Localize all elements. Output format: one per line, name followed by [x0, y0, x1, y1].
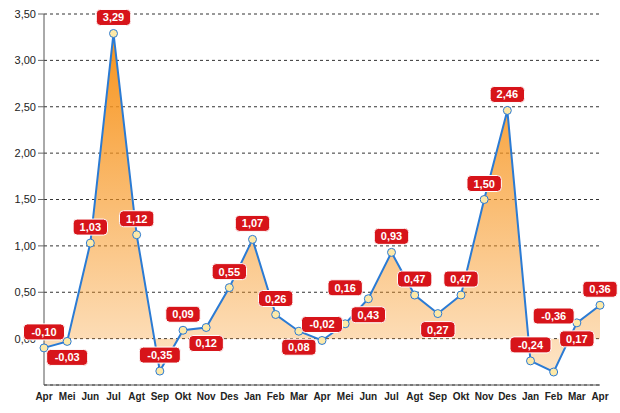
svg-text:0,08: 0,08	[288, 341, 309, 353]
svg-text:Mei: Mei	[337, 391, 354, 402]
svg-text:Agt: Agt	[406, 391, 423, 402]
svg-text:Okt: Okt	[175, 391, 192, 402]
svg-text:Apr: Apr	[591, 391, 608, 402]
svg-text:Nov: Nov	[475, 391, 494, 402]
svg-text:-0,10: -0,10	[31, 326, 56, 338]
svg-text:Mar: Mar	[568, 391, 586, 402]
svg-text:0,47: 0,47	[404, 273, 425, 285]
svg-text:1,50: 1,50	[473, 178, 494, 190]
svg-text:Nov: Nov	[197, 391, 216, 402]
svg-text:1,50: 1,50	[15, 193, 36, 205]
svg-text:-0,02: -0,02	[309, 318, 334, 330]
svg-text:3,50: 3,50	[15, 8, 36, 20]
svg-text:Sep: Sep	[151, 391, 169, 402]
svg-text:Des: Des	[498, 391, 517, 402]
svg-text:0,47: 0,47	[450, 273, 471, 285]
svg-text:Jan: Jan	[522, 391, 539, 402]
svg-text:Jun: Jun	[81, 391, 99, 402]
svg-text:Feb: Feb	[545, 391, 563, 402]
svg-text:0,93: 0,93	[381, 230, 402, 242]
svg-text:Jul: Jul	[106, 391, 121, 402]
svg-text:1,12: 1,12	[126, 213, 147, 225]
svg-text:Mar: Mar	[290, 391, 308, 402]
svg-text:0,26: 0,26	[265, 293, 286, 305]
svg-text:Agt: Agt	[128, 391, 145, 402]
svg-text:0,12: 0,12	[195, 337, 216, 349]
svg-text:1,03: 1,03	[80, 221, 101, 233]
svg-text:3,00: 3,00	[15, 54, 36, 66]
svg-text:-0,36: -0,36	[541, 310, 566, 322]
svg-text:2,00: 2,00	[15, 147, 36, 159]
svg-text:0,43: 0,43	[358, 309, 379, 321]
svg-text:0,55: 0,55	[219, 266, 240, 278]
svg-text:Okt: Okt	[453, 391, 470, 402]
svg-text:0,16: 0,16	[334, 282, 355, 294]
svg-text:0,09: 0,09	[172, 308, 193, 320]
svg-text:Apr: Apr	[313, 391, 330, 402]
svg-text:Des: Des	[220, 391, 239, 402]
svg-text:0,36: 0,36	[589, 283, 610, 295]
svg-text:-0,24: -0,24	[518, 339, 544, 351]
svg-text:Apr: Apr	[35, 391, 52, 402]
svg-text:Mei: Mei	[59, 391, 76, 402]
svg-text:0,17: 0,17	[566, 333, 587, 345]
svg-text:3,29: 3,29	[103, 11, 124, 23]
svg-text:Jun: Jun	[359, 391, 377, 402]
svg-text:2,46: 2,46	[497, 88, 518, 100]
svg-text:-0,35: -0,35	[147, 349, 172, 361]
svg-text:Sep: Sep	[429, 391, 447, 402]
svg-text:Jan: Jan	[244, 391, 261, 402]
svg-text:Jul: Jul	[384, 391, 399, 402]
svg-text:-0,03: -0,03	[55, 351, 80, 363]
svg-text:2,50: 2,50	[15, 101, 36, 113]
svg-text:1,00: 1,00	[15, 240, 36, 252]
svg-text:Feb: Feb	[267, 391, 285, 402]
svg-text:0,50: 0,50	[15, 286, 36, 298]
svg-text:1,07: 1,07	[242, 217, 263, 229]
svg-text:0,27: 0,27	[427, 324, 448, 336]
